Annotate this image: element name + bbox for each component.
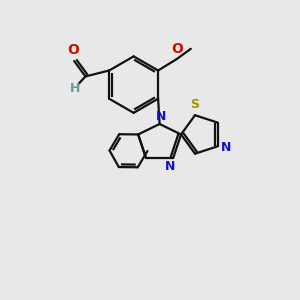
Text: O: O xyxy=(171,42,183,56)
Text: H: H xyxy=(70,82,80,95)
Text: N: N xyxy=(220,141,231,154)
Text: O: O xyxy=(67,43,79,57)
Text: S: S xyxy=(190,98,200,111)
Text: N: N xyxy=(156,110,166,122)
Text: N: N xyxy=(165,160,175,173)
